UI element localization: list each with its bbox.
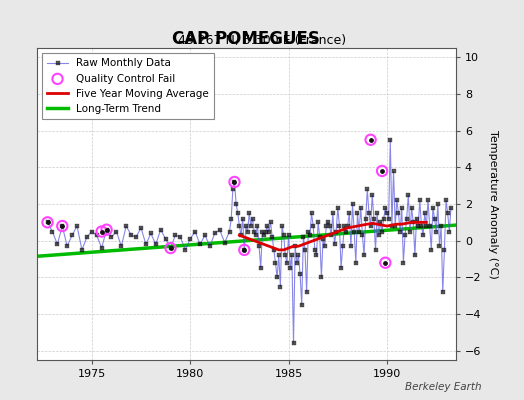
- Five Year Moving Average: [286, 246, 292, 250]
- Five Year Moving Average: [310, 238, 316, 243]
- Five Year Moving Average: [413, 220, 420, 225]
- Title: CAP POMEGUES: CAP POMEGUES: [172, 30, 320, 48]
- Legend: Raw Monthly Data, Quality Control Fail, Five Year Moving Average, Long-Term Tren: Raw Monthly Data, Quality Control Fail, …: [42, 53, 214, 119]
- Five Year Moving Average: [251, 238, 257, 243]
- Point: [43, 219, 52, 226]
- Five Year Moving Average: [315, 236, 321, 241]
- Five Year Moving Average: [340, 227, 346, 232]
- Point: [240, 247, 248, 253]
- Five Year Moving Average: [359, 223, 366, 228]
- Five Year Moving Average: [261, 242, 267, 247]
- Five Year Moving Average: [369, 221, 375, 226]
- Five Year Moving Average: [276, 248, 282, 252]
- Five Year Moving Average: [236, 233, 243, 238]
- Point: [102, 226, 111, 233]
- Five Year Moving Average: [350, 224, 356, 229]
- Raw Monthly Data: [290, 341, 297, 346]
- Quality Control Fail: [366, 136, 375, 143]
- Raw Monthly Data: [269, 235, 275, 240]
- Five Year Moving Average: [241, 235, 247, 240]
- Five Year Moving Average: [246, 236, 253, 241]
- Raw Monthly Data: [303, 290, 310, 294]
- Point: [366, 136, 375, 143]
- Quality Control Fail: [102, 226, 111, 233]
- Five Year Moving Average: [325, 233, 331, 238]
- Line: Five Year Moving Average: Five Year Moving Average: [239, 222, 427, 250]
- Raw Monthly Data: [373, 248, 379, 252]
- Quality Control Fail: [230, 179, 238, 185]
- Five Year Moving Average: [280, 248, 287, 252]
- Five Year Moving Average: [384, 224, 390, 228]
- Quality Control Fail: [43, 219, 52, 226]
- Point: [381, 260, 389, 266]
- Five Year Moving Average: [271, 246, 277, 250]
- Raw Monthly Data: [322, 244, 328, 249]
- Quality Control Fail: [240, 247, 248, 253]
- Five Year Moving Average: [403, 221, 410, 226]
- Quality Control Fail: [166, 245, 174, 251]
- Raw Monthly Data: [387, 137, 394, 142]
- Five Year Moving Average: [354, 224, 361, 228]
- Raw Monthly Data: [448, 205, 454, 210]
- Five Year Moving Average: [399, 222, 405, 226]
- Five Year Moving Average: [344, 226, 351, 230]
- Y-axis label: Temperature Anomaly (°C): Temperature Anomaly (°C): [488, 130, 498, 278]
- Five Year Moving Average: [423, 220, 430, 225]
- Point: [97, 228, 106, 235]
- Five Year Moving Average: [300, 242, 307, 247]
- Five Year Moving Average: [266, 244, 272, 249]
- Raw Monthly Data: [382, 205, 388, 210]
- Five Year Moving Average: [364, 222, 370, 226]
- Quality Control Fail: [381, 260, 389, 266]
- Point: [166, 245, 174, 251]
- Five Year Moving Average: [379, 223, 385, 228]
- Raw Monthly Data: [420, 233, 426, 238]
- Five Year Moving Average: [335, 229, 341, 234]
- Five Year Moving Average: [305, 240, 311, 245]
- Raw Monthly Data: [45, 220, 51, 225]
- Line: Raw Monthly Data: Raw Monthly Data: [46, 138, 453, 345]
- Quality Control Fail: [97, 228, 106, 235]
- Five Year Moving Average: [320, 235, 326, 240]
- Five Year Moving Average: [394, 222, 400, 226]
- Text: Berkeley Earth: Berkeley Earth: [406, 382, 482, 392]
- Five Year Moving Average: [330, 231, 336, 236]
- Quality Control Fail: [378, 168, 386, 174]
- Quality Control Fail: [58, 223, 67, 229]
- Five Year Moving Average: [296, 244, 302, 249]
- Point: [58, 223, 67, 229]
- Text: 43.267 N, 5.300 E (France): 43.267 N, 5.300 E (France): [178, 34, 346, 47]
- Five Year Moving Average: [256, 240, 262, 245]
- Five Year Moving Average: [418, 220, 424, 225]
- Five Year Moving Average: [374, 222, 380, 226]
- Point: [230, 179, 238, 185]
- Five Year Moving Average: [408, 220, 414, 225]
- Point: [378, 168, 386, 174]
- Five Year Moving Average: [290, 244, 297, 249]
- Five Year Moving Average: [389, 223, 395, 228]
